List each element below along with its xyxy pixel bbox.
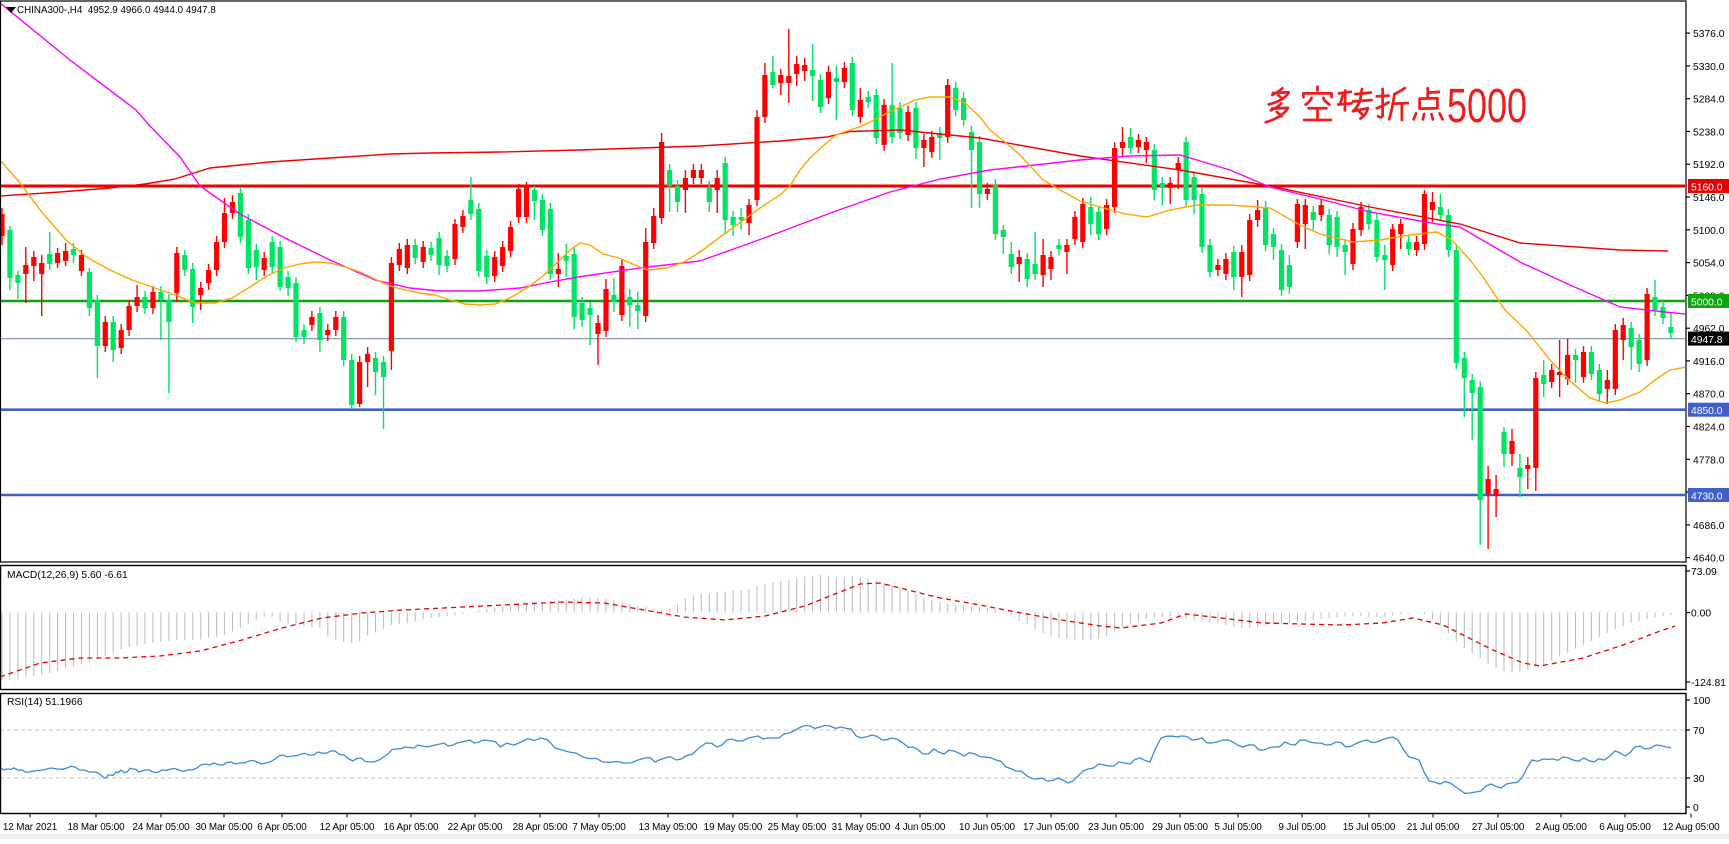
svg-text:4 Jun 05:00: 4 Jun 05:00 (895, 822, 946, 833)
svg-text:15 Jul 05:00: 15 Jul 05:00 (1343, 822, 1396, 833)
svg-text:5000.0: 5000.0 (1691, 298, 1723, 309)
svg-text:17 Jun 05:00: 17 Jun 05:00 (1023, 822, 1080, 833)
svg-text:22 Apr 05:00: 22 Apr 05:00 (448, 822, 503, 833)
svg-text:5100.0: 5100.0 (1693, 226, 1725, 237)
svg-text:18 Mar 05:00: 18 Mar 05:00 (68, 822, 126, 833)
svg-text:5160.0: 5160.0 (1691, 183, 1723, 194)
svg-text:21 Jul 05:00: 21 Jul 05:00 (1407, 822, 1460, 833)
svg-text:70: 70 (1693, 726, 1705, 737)
svg-text:4850.0: 4850.0 (1691, 406, 1723, 417)
svg-text:12 Mar 2021: 12 Mar 2021 (3, 822, 58, 833)
svg-text:24 Mar 05:00: 24 Mar 05:00 (133, 822, 191, 833)
svg-text:4916.0: 4916.0 (1693, 357, 1725, 368)
svg-text:5 Jul 05:00: 5 Jul 05:00 (1214, 822, 1262, 833)
svg-text:5376.0: 5376.0 (1693, 29, 1725, 40)
svg-text:MACD(12,26,9) 5.60 -6.61: MACD(12,26,9) 5.60 -6.61 (7, 570, 128, 581)
svg-text:-124.81: -124.81 (1691, 678, 1726, 689)
svg-text:30: 30 (1693, 774, 1705, 785)
svg-text:RSI(14) 51.1966: RSI(14) 51.1966 (7, 697, 83, 708)
svg-text:23 Jun 05:00: 23 Jun 05:00 (1088, 822, 1145, 833)
svg-text:5330.0: 5330.0 (1693, 62, 1725, 73)
svg-text:19 May 05:00: 19 May 05:00 (704, 822, 763, 833)
svg-text:16 Apr 05:00: 16 Apr 05:00 (384, 822, 439, 833)
svg-text:6 Aug 05:00: 6 Aug 05:00 (1599, 822, 1651, 833)
svg-text:73.09: 73.09 (1691, 567, 1717, 578)
svg-text:100: 100 (1693, 696, 1710, 707)
svg-text:7 May 05:00: 7 May 05:00 (572, 822, 626, 833)
svg-text:4640.0: 4640.0 (1693, 554, 1725, 565)
svg-text:5192.0: 5192.0 (1693, 160, 1725, 171)
svg-text:2 Aug 05:00: 2 Aug 05:00 (1535, 822, 1587, 833)
svg-text:5238.0: 5238.0 (1693, 128, 1725, 139)
svg-text:12 Aug 05:00: 12 Aug 05:00 (1662, 822, 1720, 833)
svg-text:5000: 5000 (1447, 80, 1527, 133)
svg-text:10 Jun 05:00: 10 Jun 05:00 (959, 822, 1016, 833)
svg-text:4686.0: 4686.0 (1693, 521, 1725, 532)
svg-text:29 Jun 05:00: 29 Jun 05:00 (1152, 822, 1209, 833)
svg-text:30 Mar 05:00: 30 Mar 05:00 (196, 822, 254, 833)
svg-text:4824.0: 4824.0 (1693, 423, 1725, 434)
svg-text:4870.0: 4870.0 (1693, 390, 1725, 401)
svg-text:6 Apr 05:00: 6 Apr 05:00 (257, 822, 307, 833)
svg-text:4730.0: 4730.0 (1691, 492, 1723, 503)
svg-text:25 May 05:00: 25 May 05:00 (768, 822, 827, 833)
svg-text:5284.0: 5284.0 (1693, 95, 1725, 106)
svg-text:0: 0 (1693, 803, 1699, 814)
svg-text:5146.0: 5146.0 (1693, 193, 1725, 204)
svg-text:4962.0: 4962.0 (1693, 324, 1725, 335)
svg-text:9 Jul 05:00: 9 Jul 05:00 (1278, 822, 1326, 833)
svg-text:CHINA300-,H4 4952.9 4966.0 49: CHINA300-,H4 4952.9 4966.0 4944.0 4947.8 (17, 5, 216, 16)
svg-text:4778.0: 4778.0 (1693, 455, 1725, 466)
svg-text:13 May 05:00: 13 May 05:00 (639, 822, 698, 833)
svg-text:5054.0: 5054.0 (1693, 259, 1725, 270)
svg-text:31 May 05:00: 31 May 05:00 (832, 822, 891, 833)
svg-text:27 Jul 05:00: 27 Jul 05:00 (1472, 822, 1525, 833)
svg-text:12 Apr 05:00: 12 Apr 05:00 (320, 822, 375, 833)
svg-text:4947.8: 4947.8 (1691, 335, 1723, 346)
svg-text:28 Apr 05:00: 28 Apr 05:00 (513, 822, 568, 833)
svg-text:0.00: 0.00 (1691, 609, 1711, 620)
